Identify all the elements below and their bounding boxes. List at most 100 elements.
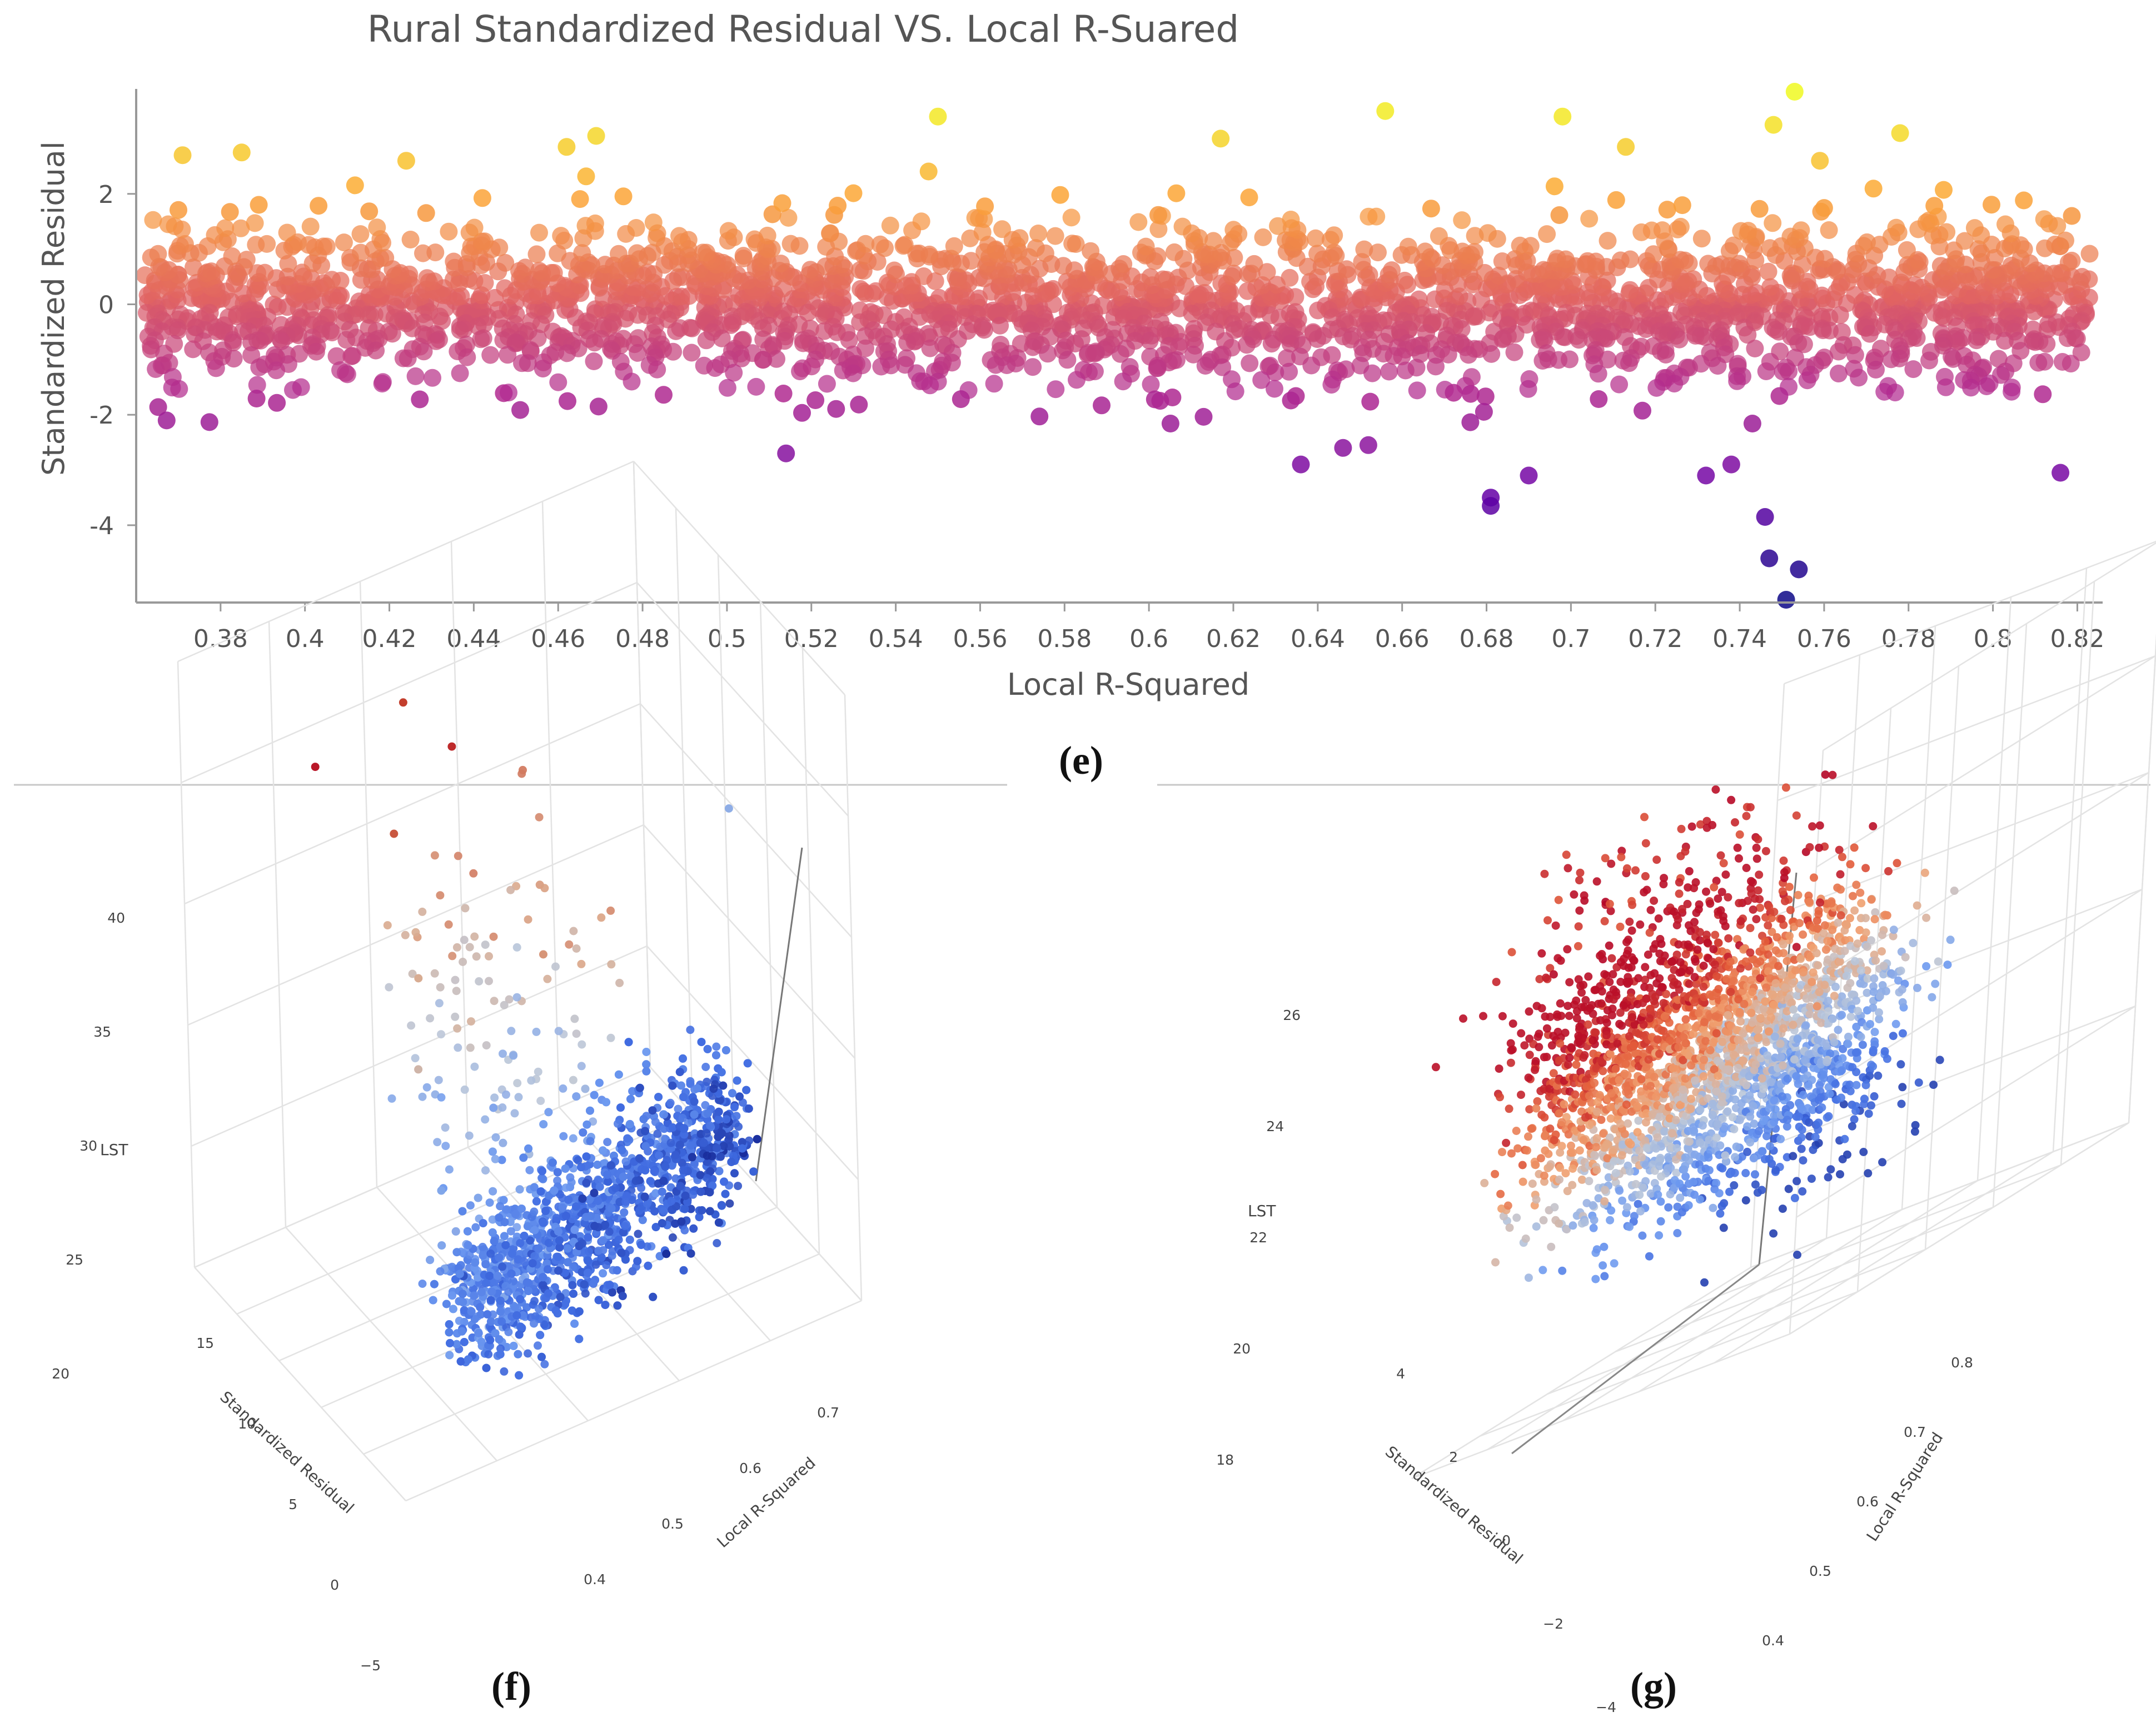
scatter-point	[466, 1043, 475, 1052]
scatter-point	[561, 1164, 570, 1173]
scatter-point	[504, 1328, 513, 1336]
scatter-point	[1621, 250, 1639, 268]
scatter-point	[278, 267, 297, 286]
scatter-point	[1920, 351, 1938, 370]
scatter-point	[1634, 401, 1651, 420]
scatter-point	[1746, 340, 1764, 357]
scatter-point	[557, 138, 576, 156]
scatter-point	[1114, 255, 1133, 273]
scatter-point	[1722, 455, 1740, 474]
scatter-point	[1460, 346, 1478, 364]
scatter-point	[512, 1311, 521, 1320]
scatter-point	[921, 376, 939, 395]
scatter-point	[641, 1166, 650, 1175]
scatter-point	[653, 1129, 662, 1138]
scatter-point	[497, 1317, 506, 1326]
scatter-point	[1764, 214, 1782, 232]
x-tick-label: 0.64	[1291, 625, 1345, 653]
scatter-point	[176, 235, 194, 253]
x-tick-label: 0.5	[708, 625, 746, 653]
scatter-point	[460, 1338, 469, 1346]
scatter-point	[577, 1040, 586, 1049]
scatter-point	[502, 1205, 511, 1214]
scatter-point	[544, 1238, 553, 1247]
scatter-point	[486, 1336, 495, 1345]
scatter-point	[1712, 255, 1731, 273]
scatter-point	[851, 313, 869, 331]
scatter-point	[1476, 387, 1495, 406]
scatter-point	[623, 372, 641, 391]
scatter-point	[725, 1199, 734, 1208]
scatter-point	[1962, 379, 1980, 397]
scatter-point	[498, 1262, 507, 1271]
scatter-point	[1759, 262, 1777, 281]
scatter-point	[272, 332, 291, 350]
scatter-point	[411, 390, 429, 409]
scatter-point	[1337, 260, 1356, 278]
scatter-point	[539, 1273, 547, 1282]
scatter-point	[501, 1241, 510, 1250]
scatter-point	[1520, 466, 1538, 485]
x-tick-label: 0.8	[1974, 625, 2013, 653]
scatter-point	[477, 1288, 486, 1297]
scatter-point	[540, 1360, 549, 1368]
scatter-point	[624, 1038, 633, 1047]
scatter-point	[552, 1213, 561, 1222]
scatter-point	[718, 1201, 726, 1210]
scatter-point	[667, 1197, 676, 1206]
scatter-point	[1785, 83, 1804, 101]
x-tick-label: 0.42	[362, 625, 417, 653]
scatter-point	[536, 1331, 545, 1340]
scatter-point	[1196, 357, 1214, 375]
scatter-point	[1308, 330, 1327, 348]
scatter-point	[626, 1094, 635, 1103]
scatter-point	[993, 220, 1011, 238]
scatter-point	[594, 1296, 603, 1305]
scatter-point	[516, 258, 535, 277]
scatter-point	[451, 1227, 460, 1236]
scatter-point	[452, 1248, 461, 1257]
scatter-point	[458, 348, 476, 366]
x-tick-label: 0.48	[615, 625, 670, 653]
scatter-point	[659, 1177, 668, 1185]
scatter-point	[455, 1270, 464, 1278]
scatter-point	[675, 1141, 684, 1149]
scatter-point	[1965, 219, 1984, 237]
scatter-point	[618, 1292, 627, 1301]
scatter-point	[706, 359, 724, 377]
scatter-point	[426, 1256, 435, 1265]
scatter-point	[1770, 387, 1789, 405]
scatter-point	[734, 1122, 743, 1131]
scatter-point	[554, 1252, 562, 1261]
scatter-point	[2035, 210, 2053, 228]
scatter-point	[2034, 385, 2052, 404]
scatter-point	[634, 1230, 643, 1238]
scatter-point	[607, 1204, 616, 1213]
scatter-point	[474, 1329, 483, 1337]
scatter-point	[655, 386, 673, 404]
scatter-point	[591, 1260, 600, 1269]
scatter-point	[510, 1109, 519, 1118]
scatter-point	[1846, 346, 1864, 364]
scatter-point	[1254, 228, 1272, 246]
scatter-point	[1589, 365, 1607, 383]
scatter-point	[1931, 257, 1950, 275]
scatter-point	[500, 1001, 509, 1009]
scatter-point	[716, 1152, 725, 1161]
scatter-point	[610, 245, 628, 263]
scatter-point	[539, 1218, 547, 1227]
scatter-point	[1334, 439, 1352, 457]
scatter-point	[1743, 415, 1761, 432]
scatter-point	[471, 1223, 480, 1232]
scatter-point	[437, 1186, 446, 1195]
scatter-point	[615, 978, 624, 987]
scatter-point	[454, 852, 462, 860]
scatter-point	[680, 1226, 689, 1235]
chart-e-y-axis-label: Standardized Residual	[36, 141, 71, 476]
scatter-point	[1511, 236, 1529, 255]
scatter-point	[1245, 255, 1263, 273]
grid-line	[643, 824, 855, 1059]
scatter-point	[173, 146, 192, 165]
scatter-point	[534, 1067, 542, 1076]
scatter-point	[912, 212, 930, 231]
